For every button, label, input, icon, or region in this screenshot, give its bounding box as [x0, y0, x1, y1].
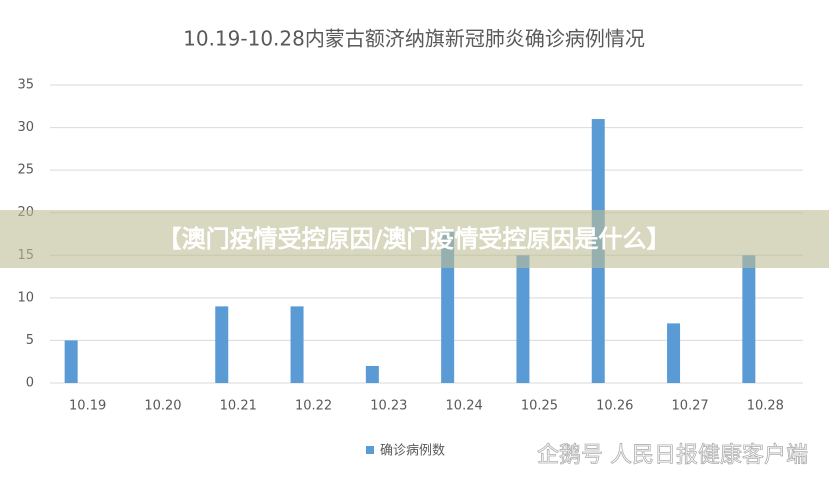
- x-tick-label: 10.21: [220, 399, 257, 414]
- x-tick-label: 10.25: [521, 399, 558, 414]
- banner-text: 【澳门疫情受控原因/澳门疫情受控原因是什么】: [158, 225, 671, 253]
- bar: [365, 365, 379, 383]
- x-tick-label: 10.26: [596, 399, 633, 414]
- x-tick-label: 10.20: [144, 399, 181, 414]
- legend-label: 确诊病例数: [380, 444, 445, 459]
- y-tick-label: 10: [17, 290, 34, 305]
- x-tick-label: 10.28: [747, 399, 784, 414]
- y-tick-label: 0: [26, 376, 34, 391]
- chart-title: 10.19-10.28内蒙古额济纳旗新冠肺炎确诊病例情况: [183, 27, 645, 51]
- y-tick-label: 25: [17, 163, 34, 178]
- bar: [516, 255, 530, 383]
- legend-swatch: [366, 446, 374, 454]
- x-tick-label: 10.24: [446, 399, 483, 414]
- x-tick-label: 10.23: [370, 399, 407, 414]
- bar: [441, 229, 455, 383]
- y-tick-label: 30: [17, 120, 34, 135]
- bar: [290, 306, 304, 383]
- x-tick-label: 10.22: [295, 399, 332, 414]
- x-tick-label: 10.27: [671, 399, 708, 414]
- bar: [742, 255, 756, 383]
- bar: [64, 340, 78, 383]
- y-tick-label: 35: [17, 78, 34, 93]
- banner-background: [0, 210, 829, 268]
- watermark: 企鹅号 人民日报健康客户端: [537, 443, 808, 468]
- x-tick-label: 10.19: [69, 399, 106, 414]
- y-tick-label: 5: [26, 333, 34, 348]
- bar: [215, 306, 229, 383]
- bar: [667, 323, 681, 383]
